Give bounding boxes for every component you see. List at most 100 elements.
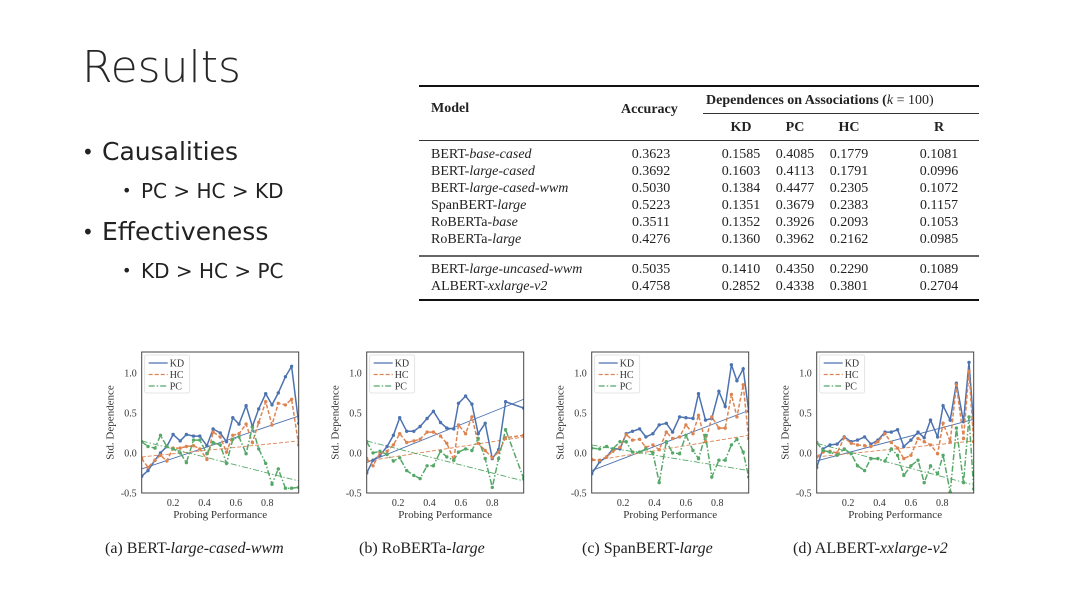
data-point-kd <box>218 431 222 435</box>
data-point-kd <box>657 423 661 427</box>
data-point-kd <box>378 453 382 457</box>
data-point-kd <box>630 429 635 433</box>
cell-hc: 0.2290 <box>829 262 869 277</box>
x-axis-label: Probing Performance <box>398 509 492 521</box>
table-row-model: ALBERT-xxlarge-v2 <box>431 278 547 295</box>
model-base: RoBERTa- <box>431 215 493 230</box>
data-point-hc <box>445 441 449 445</box>
data-point-hc <box>849 441 853 445</box>
data-point-pc <box>146 444 150 449</box>
data-point-pc <box>244 452 248 456</box>
data-point-hc <box>691 432 695 436</box>
table-row-model: BERT-large-cased-wwm <box>431 180 568 197</box>
model-variant: base-cased <box>469 147 532 162</box>
data-point-kd <box>445 426 449 430</box>
y-tick-label: 1.0 <box>799 368 812 379</box>
sub-bullet-causalities: PC > HC > KD <box>82 176 284 216</box>
data-point-hc <box>470 415 474 419</box>
data-point-hc <box>895 446 900 450</box>
cell-acc: 0.3511 <box>632 215 670 230</box>
data-point-pc <box>237 435 241 439</box>
data-point-pc <box>735 437 739 441</box>
data-point-kd <box>158 451 163 455</box>
data-point-hc <box>842 436 846 440</box>
legend-label-hc: HC <box>620 370 634 381</box>
slide-title: Results <box>82 42 241 93</box>
data-point-kd <box>405 429 409 433</box>
data-point-hc <box>398 432 402 436</box>
data-point-pc <box>849 452 853 456</box>
data-point-pc <box>224 461 229 466</box>
cell-acc: 0.5035 <box>631 262 671 277</box>
x-tick-label: 0.6 <box>455 498 468 509</box>
data-point-hc <box>276 401 280 405</box>
data-point-hc <box>289 397 294 401</box>
data-point-pc <box>961 480 966 485</box>
cell-kd: 0.1351 <box>721 198 761 213</box>
data-point-hc <box>869 444 873 449</box>
data-point-pc <box>651 451 655 455</box>
data-point-hc <box>855 443 860 447</box>
data-point-pc <box>371 451 375 455</box>
data-point-pc <box>385 452 389 457</box>
data-point-pc <box>418 476 422 481</box>
caption-b-italic: large <box>451 540 485 557</box>
data-point-hc <box>954 383 959 387</box>
plot-frame <box>141 351 300 494</box>
cell-kd: 0.1360 <box>721 232 761 247</box>
data-point-pc <box>883 459 887 463</box>
data-point-hc <box>604 455 609 459</box>
table-row-model: BERT-base-cased <box>431 146 532 163</box>
table-mid-rule <box>419 255 979 257</box>
legend-label-hc: HC <box>170 370 184 381</box>
data-point-pc <box>741 450 745 454</box>
plot-frame <box>366 351 525 494</box>
cell-hc: 0.1791 <box>829 164 869 179</box>
cell-hc: 0.1779 <box>829 147 869 162</box>
data-point-pc <box>821 448 825 453</box>
data-point-kd <box>146 468 150 473</box>
caption-d: (d) ALBERT-xxlarge-v2 <box>793 540 948 558</box>
y-axis-label: Std. Dependence <box>555 385 567 460</box>
data-point-pc <box>276 467 280 471</box>
data-point-pc <box>211 440 215 445</box>
data-point-hc <box>696 413 701 417</box>
data-point-pc <box>270 482 274 486</box>
data-point-pc <box>637 450 642 454</box>
y-axis-label: Std. Dependence <box>330 385 342 460</box>
cell-hc: 0.2162 <box>829 232 869 247</box>
data-point-kd <box>289 364 294 369</box>
data-point-kd <box>741 367 745 371</box>
data-point-pc <box>855 464 860 468</box>
data-point-hc <box>677 435 682 439</box>
legend-label-pc: PC <box>395 382 408 393</box>
cell-kd: 0.1352 <box>721 215 761 230</box>
data-point-kd <box>231 416 235 420</box>
data-point-kd <box>224 440 229 444</box>
data-point-kd <box>928 418 933 422</box>
data-point-hc <box>935 452 940 456</box>
data-point-kd <box>452 427 456 431</box>
data-point-pc <box>483 456 487 461</box>
data-point-hc <box>264 400 268 404</box>
caption-d-prefix: (d) ALBERT- <box>793 540 880 557</box>
model-variant: large-cased-wwm <box>469 181 569 196</box>
data-point-hc <box>503 436 508 440</box>
y-tick-label: -0.5 <box>346 489 362 500</box>
data-point-hc <box>889 440 893 445</box>
y-tick-label: -0.5 <box>796 489 812 500</box>
data-point-pc <box>611 447 615 451</box>
cell-pc: 0.3679 <box>775 198 815 213</box>
data-point-kd <box>670 430 675 434</box>
data-point-pc <box>835 453 839 457</box>
legend-label-pc: PC <box>170 382 183 393</box>
data-point-hc <box>371 464 375 468</box>
data-point-kd <box>916 430 920 434</box>
cell-acc: 0.3623 <box>631 147 671 162</box>
data-point-pc <box>184 460 189 465</box>
data-point-kd <box>909 438 913 442</box>
data-point-kd <box>677 415 682 419</box>
data-point-pc <box>264 461 268 466</box>
data-point-pc <box>723 458 727 462</box>
